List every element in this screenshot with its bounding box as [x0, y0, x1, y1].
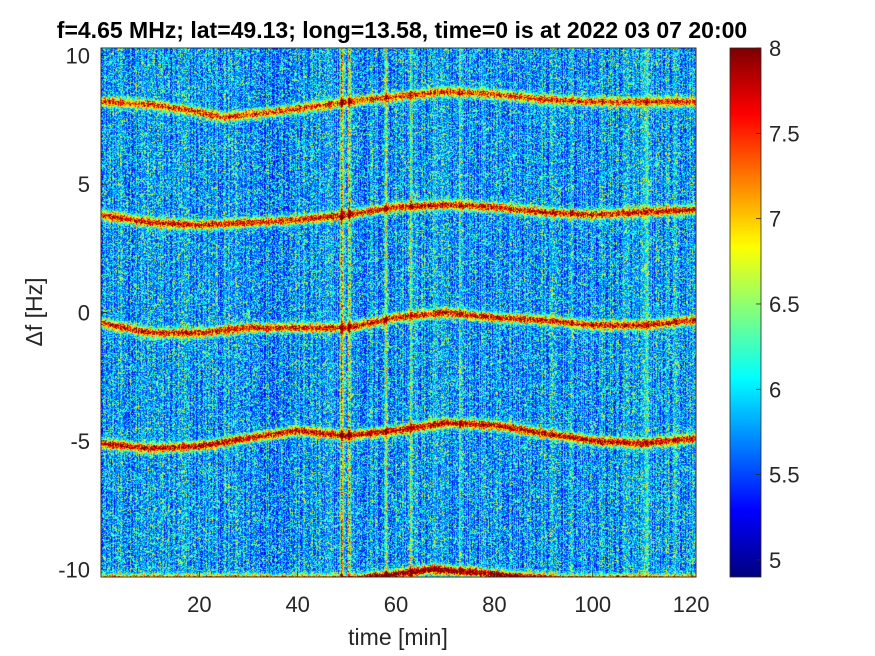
colorbar-container: [730, 48, 761, 577]
y-tick-label: 5: [78, 172, 90, 197]
colorbar-tick-label: 7.5: [769, 121, 800, 146]
x-tick-label: 100: [574, 592, 611, 617]
x-tick-label: 80: [482, 592, 506, 617]
colorbar-tick-label: 5.5: [769, 463, 800, 488]
colorbar-tick-label: 5: [769, 548, 781, 573]
heatmap: [101, 48, 696, 577]
colorbar: [730, 48, 761, 577]
y-tick-label: 10: [66, 44, 90, 69]
colorbar-tick-label: 6.5: [769, 292, 800, 317]
y-tick-label: -10: [58, 557, 90, 582]
x-axis-ticks: 20 40 60 80 100 120: [187, 571, 709, 617]
heatmap-container: [101, 48, 696, 577]
x-tick-label: 60: [384, 592, 408, 617]
colorbar-tick-label: 6: [769, 377, 781, 402]
colorbar-tick-label: 8: [769, 36, 781, 61]
y-tick-label: -5: [70, 429, 90, 454]
colorbar-ticks: 5 5.5 6 6.5 7 7.5 8: [756, 36, 800, 573]
colorbar-tick-label: 7: [769, 207, 781, 232]
x-tick-label: 20: [187, 592, 211, 617]
x-tick-label: 40: [285, 592, 309, 617]
y-axis-ticks: -10 -5 0 5 10: [58, 44, 107, 582]
x-axis-title: time [min]: [348, 624, 448, 650]
y-tick-label: 0: [78, 301, 90, 326]
colorbar-frame: [729, 47, 762, 578]
y-axis-title: Δf [Hz]: [21, 277, 47, 346]
chart-title: f=4.65 MHz; lat=49.13; long=13.58, time=…: [57, 17, 747, 43]
x-tick-label: 120: [673, 592, 710, 617]
